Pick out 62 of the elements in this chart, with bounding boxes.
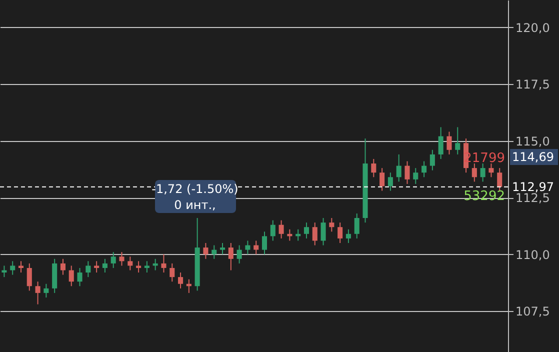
- y-tick-label: 110,0: [516, 248, 550, 262]
- candlestick: [128, 256, 133, 271]
- candlestick: [396, 154, 402, 182]
- candlestick: [110, 252, 116, 268]
- candlestick: [161, 254, 166, 274]
- candlestick: [220, 242, 226, 255]
- candlestick: [245, 240, 250, 255]
- y-tick-label: 117,5: [516, 78, 550, 92]
- candlestick: [346, 228, 351, 244]
- candlestick: [304, 222, 309, 239]
- candlestick: [270, 220, 276, 242]
- candlestick: [422, 160, 427, 178]
- candlestick: [455, 126, 460, 155]
- candlestick: [312, 222, 318, 246]
- candlestick: [228, 242, 234, 271]
- candlestick: [203, 242, 208, 260]
- text: 114,69: [512, 150, 554, 164]
- candlestick: [488, 163, 494, 178]
- candlestick: [86, 260, 91, 278]
- candlestick: [430, 149, 435, 171]
- candlestick: [77, 267, 82, 287]
- candlestick: [388, 172, 393, 192]
- candlestick: [94, 260, 100, 274]
- candlestick: [404, 160, 410, 184]
- candlestick: [497, 168, 502, 192]
- candlestick: [413, 168, 418, 184]
- candlestick: [170, 262, 175, 282]
- candlestick: [446, 131, 452, 155]
- candlestick: [254, 240, 259, 255]
- candlestick: [371, 158, 376, 178]
- y-tick-label: 107,5: [516, 304, 550, 319]
- candlestick: [329, 218, 334, 232]
- candlestick: [320, 218, 326, 246]
- candlestick: [472, 163, 477, 182]
- candlestick: [35, 281, 40, 305]
- candlestick: [438, 126, 444, 160]
- y-tick-label: 115,0: [516, 134, 550, 148]
- candlestick: [278, 220, 284, 239]
- candlestick: [2, 265, 7, 278]
- candlestick: [212, 244, 217, 260]
- candlestick: [119, 252, 124, 266]
- candlestick: [136, 260, 142, 274]
- candlestick: [10, 260, 16, 276]
- y-tick-label: 112,5: [516, 191, 550, 206]
- candlestick: [262, 231, 268, 255]
- candlestick: [102, 258, 108, 274]
- annotation: 0 инт.,: [174, 198, 216, 212]
- candlestick: [60, 258, 66, 276]
- candlestick: [338, 222, 343, 244]
- candlestick: [18, 260, 24, 274]
- candlestick: [380, 168, 385, 192]
- candlestick: [144, 260, 150, 274]
- candlestick: [354, 212, 360, 239]
- candlestick: [236, 244, 242, 264]
- candlestick: [480, 163, 486, 182]
- candlestick: [178, 272, 184, 289]
- candlestick: [44, 283, 49, 298]
- ref-line-label: 112,97: [512, 180, 554, 194]
- y-tick-label: 120,0: [516, 20, 550, 35]
- annotation: -1,72 (-1.50%): [152, 182, 238, 196]
- candlestick: [68, 265, 74, 287]
- candlestick: [26, 262, 32, 292]
